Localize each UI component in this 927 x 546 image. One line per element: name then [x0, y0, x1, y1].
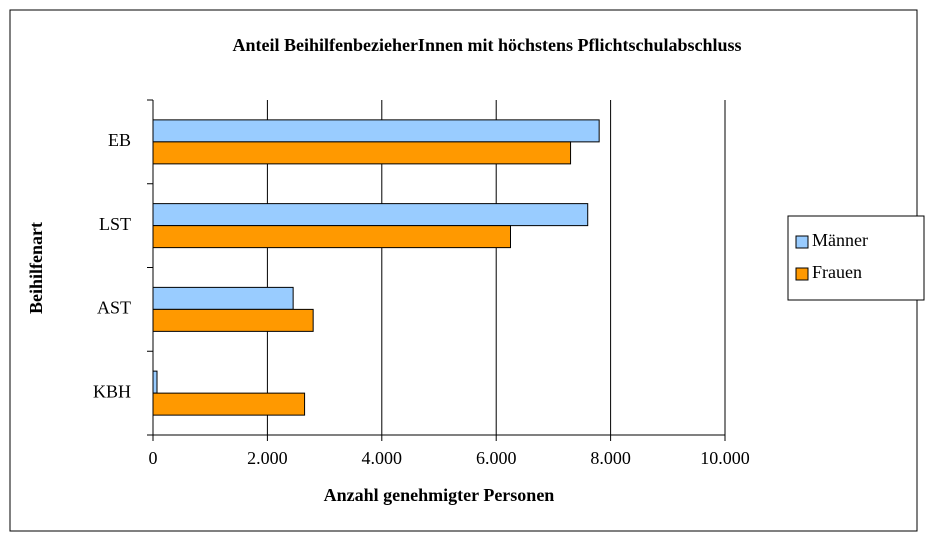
y-tick-label: LST: [99, 214, 131, 234]
bar: [152, 370, 158, 394]
legend-label: Frauen: [812, 262, 862, 282]
legend-label: Männer: [812, 230, 868, 250]
x-tick-label: 10.000: [700, 448, 750, 468]
y-tick-label: AST: [97, 298, 131, 318]
x-tick-label: 2.000: [247, 448, 288, 468]
x-tick-label: 4.000: [362, 448, 403, 468]
x-axis-title: Anzahl genehmigter Personen: [324, 485, 555, 505]
bar: [152, 392, 306, 416]
bar: [152, 308, 314, 332]
x-tick-label: 6.000: [476, 448, 517, 468]
y-axis-title: Beihilfenart: [26, 222, 46, 314]
legend-swatch: [795, 267, 809, 281]
bar: [152, 203, 589, 227]
bar: [152, 225, 511, 249]
x-tick-label: 8.000: [590, 448, 631, 468]
legend-swatch: [795, 235, 809, 249]
bar: [152, 119, 600, 143]
chart-title: Anteil BeihilfenbezieherInnen mit höchst…: [232, 35, 741, 55]
bar: [152, 141, 572, 165]
bar: [152, 286, 294, 310]
y-tick-label: EB: [108, 130, 131, 150]
legend-box: [787, 215, 925, 301]
x-tick-label: 0: [149, 448, 158, 468]
y-tick-label: KBH: [93, 381, 131, 401]
